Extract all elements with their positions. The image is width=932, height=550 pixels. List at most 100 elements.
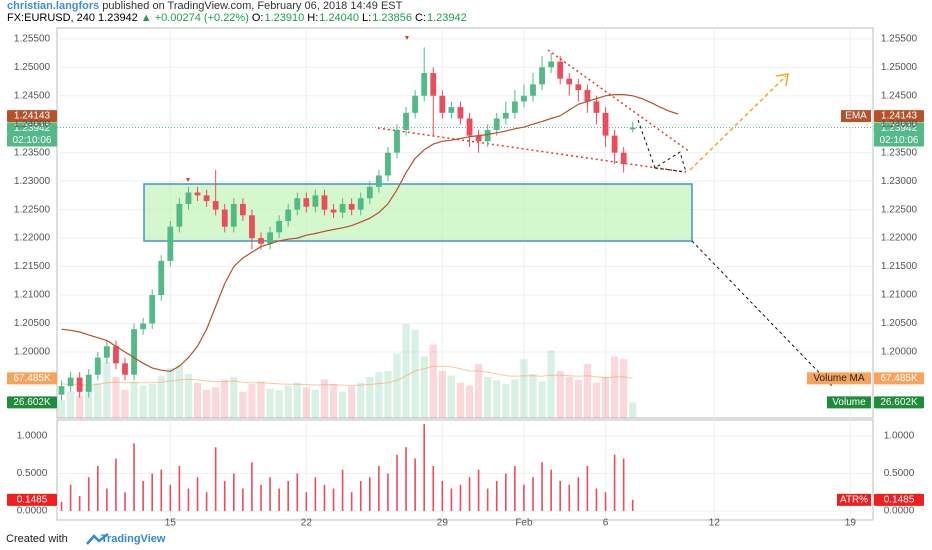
atr-bar <box>196 477 199 511</box>
candle-body <box>221 209 228 227</box>
y-tick-label: 1.25500 <box>14 33 51 44</box>
candle-body <box>412 95 419 113</box>
candle-body <box>421 72 428 96</box>
volume-bar <box>293 382 301 418</box>
volume-bar <box>94 382 102 418</box>
candle-body <box>58 386 65 395</box>
ohlc-value: 1.23910 <box>264 12 305 24</box>
candle-body <box>493 118 500 130</box>
volume-bar <box>121 389 129 418</box>
header-line-1: christian.langfors published on TradingVi… <box>7 0 473 12</box>
atr-bar <box>323 484 326 511</box>
candle-body <box>511 101 518 113</box>
atr-bar <box>414 458 416 511</box>
last-price-badge <box>874 122 924 135</box>
header: christian.langfors published on TradingVi… <box>7 0 473 24</box>
candle-body <box>113 346 119 364</box>
atr-bar <box>169 484 172 511</box>
candle-body <box>249 215 255 239</box>
y-tick-label: 1.0000 <box>884 431 915 442</box>
volume-bar <box>529 373 537 418</box>
volume-bar <box>520 359 528 418</box>
atr-bar <box>160 469 163 511</box>
volume-bar <box>447 375 456 418</box>
trendline-upper <box>547 49 691 153</box>
atr-bar <box>187 488 190 511</box>
projection-path <box>637 119 687 173</box>
atr-bar <box>242 488 244 511</box>
atr-bar <box>477 469 480 511</box>
volume-bar <box>348 386 356 418</box>
atr-bar <box>514 465 516 511</box>
candle-body <box>385 152 391 176</box>
candle-body <box>239 203 246 216</box>
candle-body <box>94 357 101 375</box>
atr-bar <box>550 469 552 511</box>
volume-bar <box>284 385 292 418</box>
volume-bar <box>420 356 428 418</box>
volume-bar <box>248 383 256 418</box>
volume-bar <box>565 376 573 418</box>
breakout-arrowhead <box>775 73 789 87</box>
candle-body <box>584 90 591 102</box>
atr-bar <box>604 492 607 511</box>
published: published on TradingView.com, February 0… <box>102 0 403 12</box>
volume-tag-text: Volume <box>832 397 866 408</box>
atr-bar <box>595 488 598 511</box>
volume-bar <box>166 368 174 418</box>
candle-body <box>76 377 83 392</box>
projection-base <box>654 167 687 173</box>
atr-bar <box>178 465 181 511</box>
volume-bar <box>574 379 582 418</box>
ema-badge <box>7 110 57 123</box>
candle-body <box>276 221 283 233</box>
atr-bar <box>69 484 72 511</box>
atr-bar <box>622 458 625 511</box>
atr-bar <box>251 462 253 511</box>
candle-body <box>294 198 301 210</box>
y-tick-label: 1.24000 <box>881 119 918 130</box>
atr-bar <box>523 484 525 511</box>
candle-body <box>457 107 464 119</box>
ema-line <box>61 94 679 372</box>
volume-bar <box>212 387 220 418</box>
volume-ma-badge-text: 67.485K <box>880 373 918 384</box>
candle-body <box>140 323 147 330</box>
y-tick-label: 1.25500 <box>881 33 918 44</box>
volume-bar <box>502 383 510 418</box>
x-tick-label: 15 <box>165 518 177 529</box>
y-tick-label: 1.22000 <box>14 233 51 244</box>
ohlc-key: H: <box>307 12 319 24</box>
candle-body <box>521 95 527 102</box>
volume-bar <box>484 376 492 418</box>
volume-bar <box>474 363 483 418</box>
candle-body <box>267 232 273 244</box>
volume-bar <box>85 387 93 418</box>
candle-body <box>67 377 74 387</box>
high-marker <box>186 178 190 182</box>
atr-bar <box>287 480 289 511</box>
volume-bar <box>239 391 247 418</box>
atr-bar <box>405 447 407 511</box>
ohlc-key: L: <box>362 12 372 24</box>
atr-bar <box>233 473 235 511</box>
volume-bar <box>184 373 193 418</box>
volume-bar <box>393 353 401 418</box>
y-tick-label: 1.21000 <box>881 290 918 301</box>
candle-body <box>575 84 582 91</box>
candle-body <box>375 175 382 187</box>
atr-bar <box>586 465 589 511</box>
candle-body <box>439 95 446 113</box>
volume-bar <box>275 390 283 418</box>
candle-body <box>176 203 183 227</box>
candle-body <box>212 201 219 210</box>
candle-body <box>103 346 110 358</box>
atr-bar <box>278 488 280 511</box>
candle-body <box>620 152 627 165</box>
volume-bar <box>620 359 628 418</box>
volume-bar <box>302 387 310 418</box>
volume-ma-badge <box>7 372 57 385</box>
brand: TradingView <box>100 533 166 545</box>
atr-bar <box>350 492 353 511</box>
